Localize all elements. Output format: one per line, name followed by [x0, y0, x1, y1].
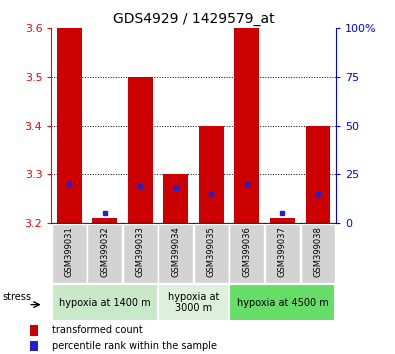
FancyBboxPatch shape	[52, 284, 158, 321]
Text: transformed count: transformed count	[52, 325, 143, 336]
Bar	[270, 218, 295, 223]
Bar	[164, 175, 188, 223]
FancyBboxPatch shape	[194, 224, 229, 282]
Bar	[306, 126, 330, 223]
Bar	[30, 325, 38, 336]
FancyBboxPatch shape	[123, 224, 158, 282]
FancyBboxPatch shape	[158, 224, 193, 282]
FancyBboxPatch shape	[52, 224, 87, 282]
Bar	[235, 28, 259, 223]
Text: stress: stress	[3, 292, 32, 302]
Text: GSM399037: GSM399037	[278, 227, 287, 277]
Text: hypoxia at 4500 m: hypoxia at 4500 m	[237, 298, 328, 308]
Bar	[30, 341, 38, 351]
Text: hypoxia at
3000 m: hypoxia at 3000 m	[168, 292, 219, 314]
FancyBboxPatch shape	[229, 224, 264, 282]
Text: GSM399036: GSM399036	[243, 227, 251, 277]
Text: GSM399038: GSM399038	[314, 227, 322, 277]
FancyBboxPatch shape	[265, 224, 300, 282]
Bar	[128, 77, 153, 223]
Text: hypoxia at 1400 m: hypoxia at 1400 m	[59, 298, 150, 308]
Bar	[57, 28, 81, 223]
Text: percentile rank within the sample: percentile rank within the sample	[52, 341, 217, 351]
FancyBboxPatch shape	[87, 224, 122, 282]
Text: GSM399035: GSM399035	[207, 227, 216, 277]
Text: GSM399032: GSM399032	[100, 227, 109, 277]
Bar	[199, 126, 224, 223]
Text: GSM399034: GSM399034	[171, 227, 180, 277]
Title: GDS4929 / 1429579_at: GDS4929 / 1429579_at	[113, 12, 275, 26]
Text: GSM399033: GSM399033	[136, 227, 145, 277]
Text: GSM399031: GSM399031	[65, 227, 73, 277]
FancyBboxPatch shape	[229, 284, 335, 321]
FancyBboxPatch shape	[158, 284, 229, 321]
Bar	[92, 218, 117, 223]
FancyBboxPatch shape	[301, 224, 335, 282]
